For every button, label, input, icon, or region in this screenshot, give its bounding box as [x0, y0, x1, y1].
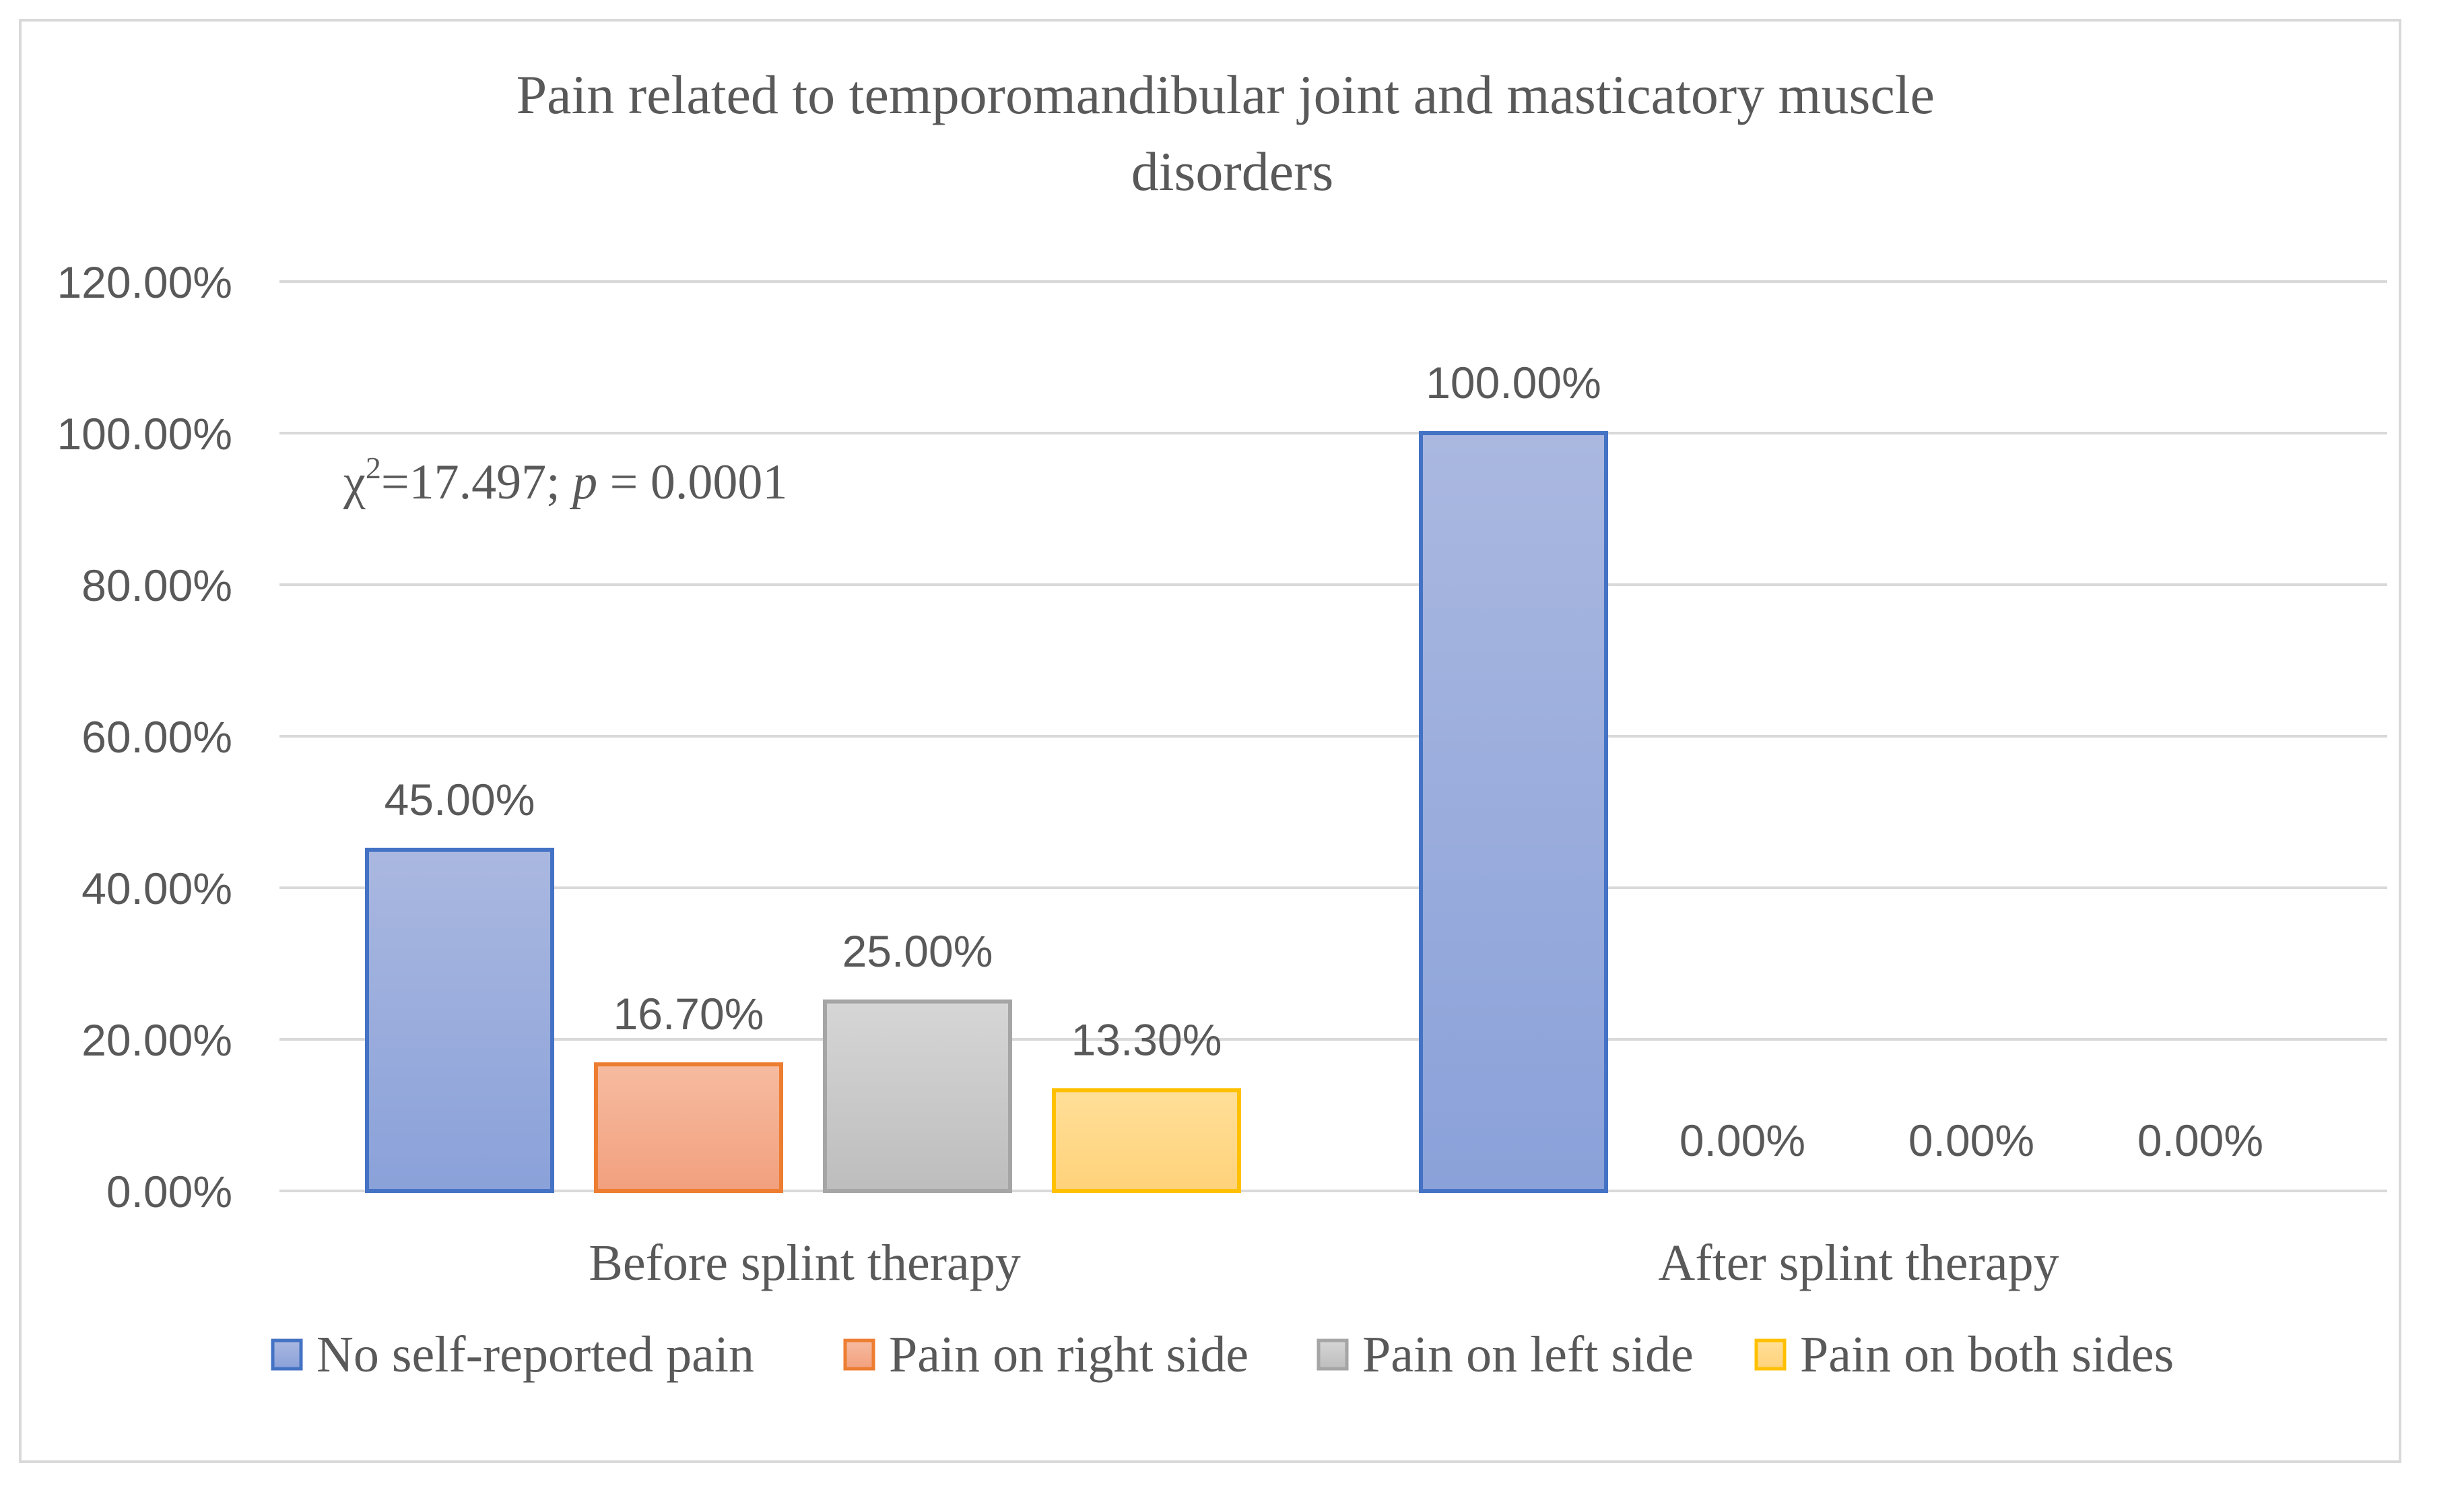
legend-swatch [271, 1338, 303, 1371]
bar-value-label: 0.00% [1679, 1115, 1805, 1165]
chi-superscript: 2 [366, 451, 381, 485]
chart-title-line-2: disorders [1131, 141, 1334, 202]
chart-frame [19, 19, 2401, 1463]
chi-statistic: =17.497; [381, 455, 572, 510]
y-tick-label: 120.00% [57, 257, 232, 307]
x-category-label: Before splint therapy [589, 1235, 1021, 1291]
legend: No self-reported pain Pain on right side P… [271, 1326, 2174, 1383]
bar [823, 999, 1012, 1193]
y-tick-label: 80.00% [81, 560, 232, 610]
p-value: = 0.0001 [597, 455, 787, 510]
bar-value-label: 25.00% [842, 926, 993, 976]
chart-title-line-1: Pain related to temporomandibular joint … [517, 64, 1935, 125]
legend-swatch [843, 1338, 875, 1371]
bar [1052, 1088, 1241, 1193]
y-tick-label: 100.00% [57, 409, 232, 459]
bar-value-label: 100.00% [1426, 358, 1601, 408]
legend-label: Pain on both sides [1800, 1326, 2174, 1383]
y-axis-tick-labels: 0.00% 20.00% 40.00% 60.00% 80.00% 100.00% 120.… [57, 257, 232, 1217]
x-category-label: After splint therapy [1658, 1235, 2059, 1291]
chi-symbol: χ [343, 455, 366, 510]
legend-label: Pain on right side [889, 1326, 1248, 1383]
bar [1419, 431, 1608, 1193]
chart-title: Pain related to temporomandibular joint … [517, 64, 1949, 202]
bars [365, 431, 1608, 1193]
bar [365, 847, 554, 1193]
x-axis-category-labels: Before splint therapy After splint therap… [589, 1235, 2059, 1291]
bar-value-label: 0.00% [2137, 1115, 2263, 1165]
legend-label: No self-reported pain [317, 1326, 754, 1383]
bar-value-label: 45.00% [385, 775, 535, 824]
statistics-annotation: χ2=17.497; p = 0.0001 [343, 451, 787, 510]
bar-value-labels: 45.00% 16.70% 25.00% 13.30% 100.00% 0.00% 0.00… [385, 358, 2264, 1165]
legend-label: Pain on left side [1362, 1326, 1694, 1383]
y-tick-label: 60.00% [81, 712, 232, 762]
y-tick-label: 40.00% [81, 864, 232, 913]
legend-swatch [1754, 1338, 1787, 1371]
p-symbol: p [569, 455, 597, 510]
legend-swatch [1317, 1338, 1349, 1371]
gridlines [279, 280, 2387, 1192]
bar-value-label: 0.00% [1908, 1115, 2034, 1165]
bar-value-label: 13.30% [1071, 1014, 1222, 1064]
y-tick-label: 0.00% [106, 1167, 232, 1217]
bar [594, 1062, 783, 1193]
y-tick-label: 20.00% [81, 1015, 232, 1065]
bar-value-label: 16.70% [613, 989, 764, 1039]
